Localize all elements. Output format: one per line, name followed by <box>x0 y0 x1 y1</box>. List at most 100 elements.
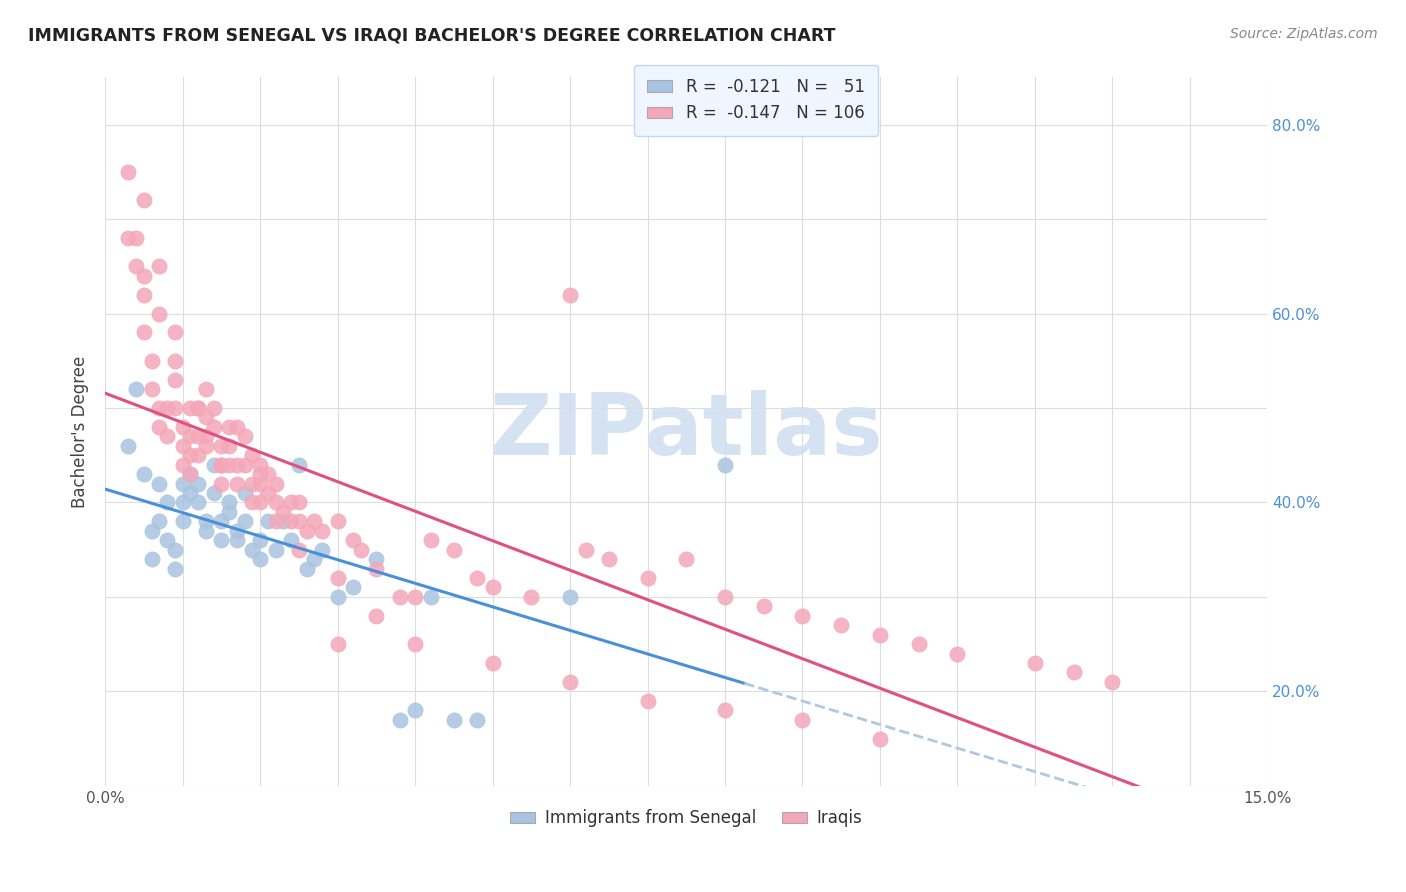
Point <box>226 420 249 434</box>
Point <box>465 571 488 585</box>
Point <box>558 590 581 604</box>
Point <box>481 581 503 595</box>
Point <box>311 524 333 538</box>
Text: Source: ZipAtlas.com: Source: ZipAtlas.com <box>1230 27 1378 41</box>
Point <box>249 476 271 491</box>
Point <box>209 533 232 548</box>
Point <box>404 590 426 604</box>
Point <box>132 287 155 301</box>
Point <box>194 514 217 528</box>
Point <box>242 495 264 509</box>
Point <box>179 401 201 415</box>
Point <box>404 703 426 717</box>
Point <box>179 429 201 443</box>
Point <box>172 458 194 472</box>
Point <box>226 524 249 538</box>
Point <box>481 656 503 670</box>
Point <box>264 476 287 491</box>
Point <box>179 486 201 500</box>
Point <box>326 571 349 585</box>
Point <box>1024 656 1046 670</box>
Point <box>172 420 194 434</box>
Point <box>172 495 194 509</box>
Point <box>869 731 891 746</box>
Point <box>209 458 232 472</box>
Point <box>156 533 179 548</box>
Point <box>156 429 179 443</box>
Point <box>792 713 814 727</box>
Point <box>132 193 155 207</box>
Point <box>752 599 775 614</box>
Point <box>218 458 240 472</box>
Point <box>141 524 163 538</box>
Point <box>249 495 271 509</box>
Point <box>288 542 311 557</box>
Point <box>465 713 488 727</box>
Point <box>264 514 287 528</box>
Point <box>179 467 201 482</box>
Point <box>295 524 318 538</box>
Point <box>249 467 271 482</box>
Point <box>125 260 148 274</box>
Point <box>233 514 256 528</box>
Point <box>125 231 148 245</box>
Point <box>172 476 194 491</box>
Point <box>163 542 186 557</box>
Point <box>209 439 232 453</box>
Point <box>342 533 364 548</box>
Point <box>125 382 148 396</box>
Point <box>132 268 155 283</box>
Point <box>273 514 295 528</box>
Point <box>202 420 225 434</box>
Point <box>280 514 302 528</box>
Point <box>326 590 349 604</box>
Point <box>714 458 737 472</box>
Point <box>233 458 256 472</box>
Point <box>288 458 311 472</box>
Point <box>326 637 349 651</box>
Y-axis label: Bachelor's Degree: Bachelor's Degree <box>72 356 89 508</box>
Point <box>148 307 170 321</box>
Point <box>242 448 264 462</box>
Point <box>264 542 287 557</box>
Point <box>637 571 659 585</box>
Point <box>242 476 264 491</box>
Point <box>148 260 170 274</box>
Point <box>288 495 311 509</box>
Point <box>141 353 163 368</box>
Point <box>179 467 201 482</box>
Point <box>714 590 737 604</box>
Point <box>218 439 240 453</box>
Point <box>179 448 201 462</box>
Point <box>304 514 326 528</box>
Point <box>598 552 620 566</box>
Point <box>830 618 852 632</box>
Point <box>249 533 271 548</box>
Point <box>249 552 271 566</box>
Point <box>187 401 209 415</box>
Point <box>209 476 232 491</box>
Point <box>163 373 186 387</box>
Point <box>946 647 969 661</box>
Point <box>366 561 388 575</box>
Point <box>218 495 240 509</box>
Point <box>132 326 155 340</box>
Point <box>264 495 287 509</box>
Point <box>233 486 256 500</box>
Point <box>132 467 155 482</box>
Point <box>419 590 441 604</box>
Point <box>209 458 232 472</box>
Point <box>257 486 280 500</box>
Point <box>342 581 364 595</box>
Point <box>202 486 225 500</box>
Point <box>326 514 349 528</box>
Point <box>163 326 186 340</box>
Point <box>257 514 280 528</box>
Point <box>520 590 543 604</box>
Point <box>163 401 186 415</box>
Point <box>388 713 411 727</box>
Point <box>792 608 814 623</box>
Point <box>172 439 194 453</box>
Point <box>187 429 209 443</box>
Point <box>404 637 426 651</box>
